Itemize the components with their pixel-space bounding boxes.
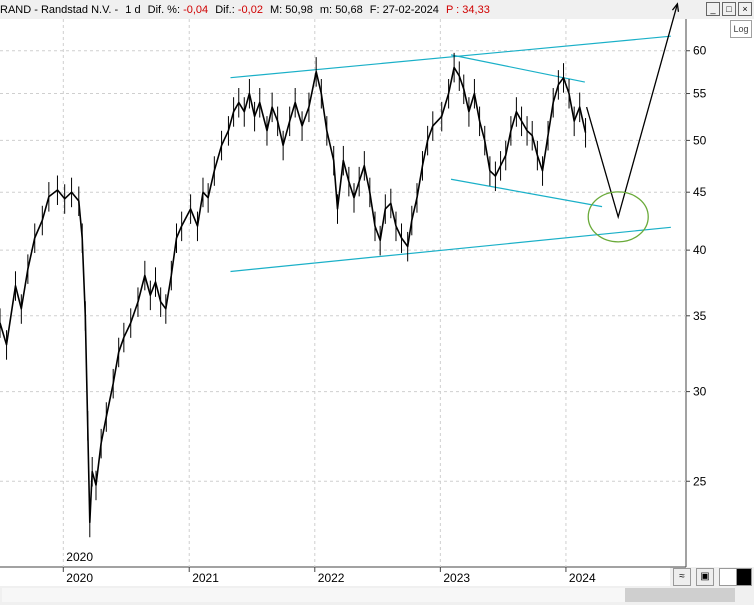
- x-tick-label: 2020: [66, 571, 93, 585]
- projection-layer: [585, 2, 680, 243]
- plot-background: [0, 19, 686, 567]
- projection-path: [585, 3, 679, 220]
- y-tick-label: 25: [693, 474, 707, 488]
- min-value: 50,68: [335, 4, 363, 16]
- dif-value: -0,02: [237, 4, 263, 16]
- x-axis: 2020 2021 2022 2023 2024 2020: [62, 550, 596, 585]
- trendline: [450, 178, 603, 208]
- y-axis: 25 30 35 40 45 50 55 60: [686, 44, 707, 488]
- max-label: M:: [270, 4, 283, 16]
- y-tick-label: 60: [693, 44, 707, 58]
- minimize-icon[interactable]: _: [706, 2, 720, 16]
- y-axis-background: [686, 19, 754, 567]
- projection-arrowhead: [671, 2, 680, 12]
- save-icon[interactable]: ▣: [696, 568, 714, 586]
- window-controls: _ □ ×: [704, 2, 752, 16]
- trendline: [450, 54, 585, 83]
- y-tick-label: 55: [693, 87, 707, 101]
- price-layer: [0, 52, 587, 538]
- auto-scale-icon[interactable]: ≈: [673, 568, 691, 586]
- y-tick-label: 50: [693, 133, 707, 147]
- dif-pct-value: -0,04: [183, 4, 209, 16]
- trendline: [230, 35, 671, 79]
- x-tick-label: 2024: [569, 571, 596, 585]
- p-value: 34,33: [462, 4, 490, 16]
- interval-label: 1 d: [125, 4, 141, 16]
- maximize-icon[interactable]: □: [722, 2, 736, 16]
- dif-pct-label: Dif. %:: [147, 4, 181, 16]
- scroll-track[interactable]: [2, 588, 670, 602]
- white-background-icon[interactable]: [719, 568, 737, 586]
- grid-layer: [0, 19, 686, 567]
- black-background-icon[interactable]: [736, 568, 752, 586]
- scroll-thumb[interactable]: [625, 588, 735, 602]
- x-axis-background: [0, 567, 670, 586]
- x-tick-label: 2023: [443, 571, 470, 585]
- min-label: m:: [319, 4, 333, 16]
- max-value: 50,98: [285, 4, 313, 16]
- date-value: 27-02-2024: [382, 4, 439, 16]
- ticker-label: RAND - Randstad N.V. -: [0, 4, 119, 16]
- x-marker-label: 2020: [66, 550, 93, 564]
- date-label: F:: [369, 4, 380, 16]
- log-scale-button[interactable]: Log: [730, 20, 752, 38]
- close-icon[interactable]: ×: [738, 2, 752, 16]
- target-zone-circle: [587, 191, 649, 243]
- p-label: P :: [445, 4, 460, 16]
- info-bar: RAND - Randstad N.V. - 1 d Dif. %: -0,04…: [0, 0, 700, 20]
- y-tick-label: 30: [693, 385, 707, 399]
- x-tick-label: 2021: [192, 571, 219, 585]
- y-tick-label: 35: [693, 309, 707, 323]
- dif-label: Dif.:: [215, 4, 235, 16]
- y-tick-label: 40: [693, 243, 707, 257]
- x-tick-label: 2022: [318, 571, 345, 585]
- scroll-bar[interactable]: [0, 586, 754, 605]
- y-tick-label: 45: [693, 185, 707, 199]
